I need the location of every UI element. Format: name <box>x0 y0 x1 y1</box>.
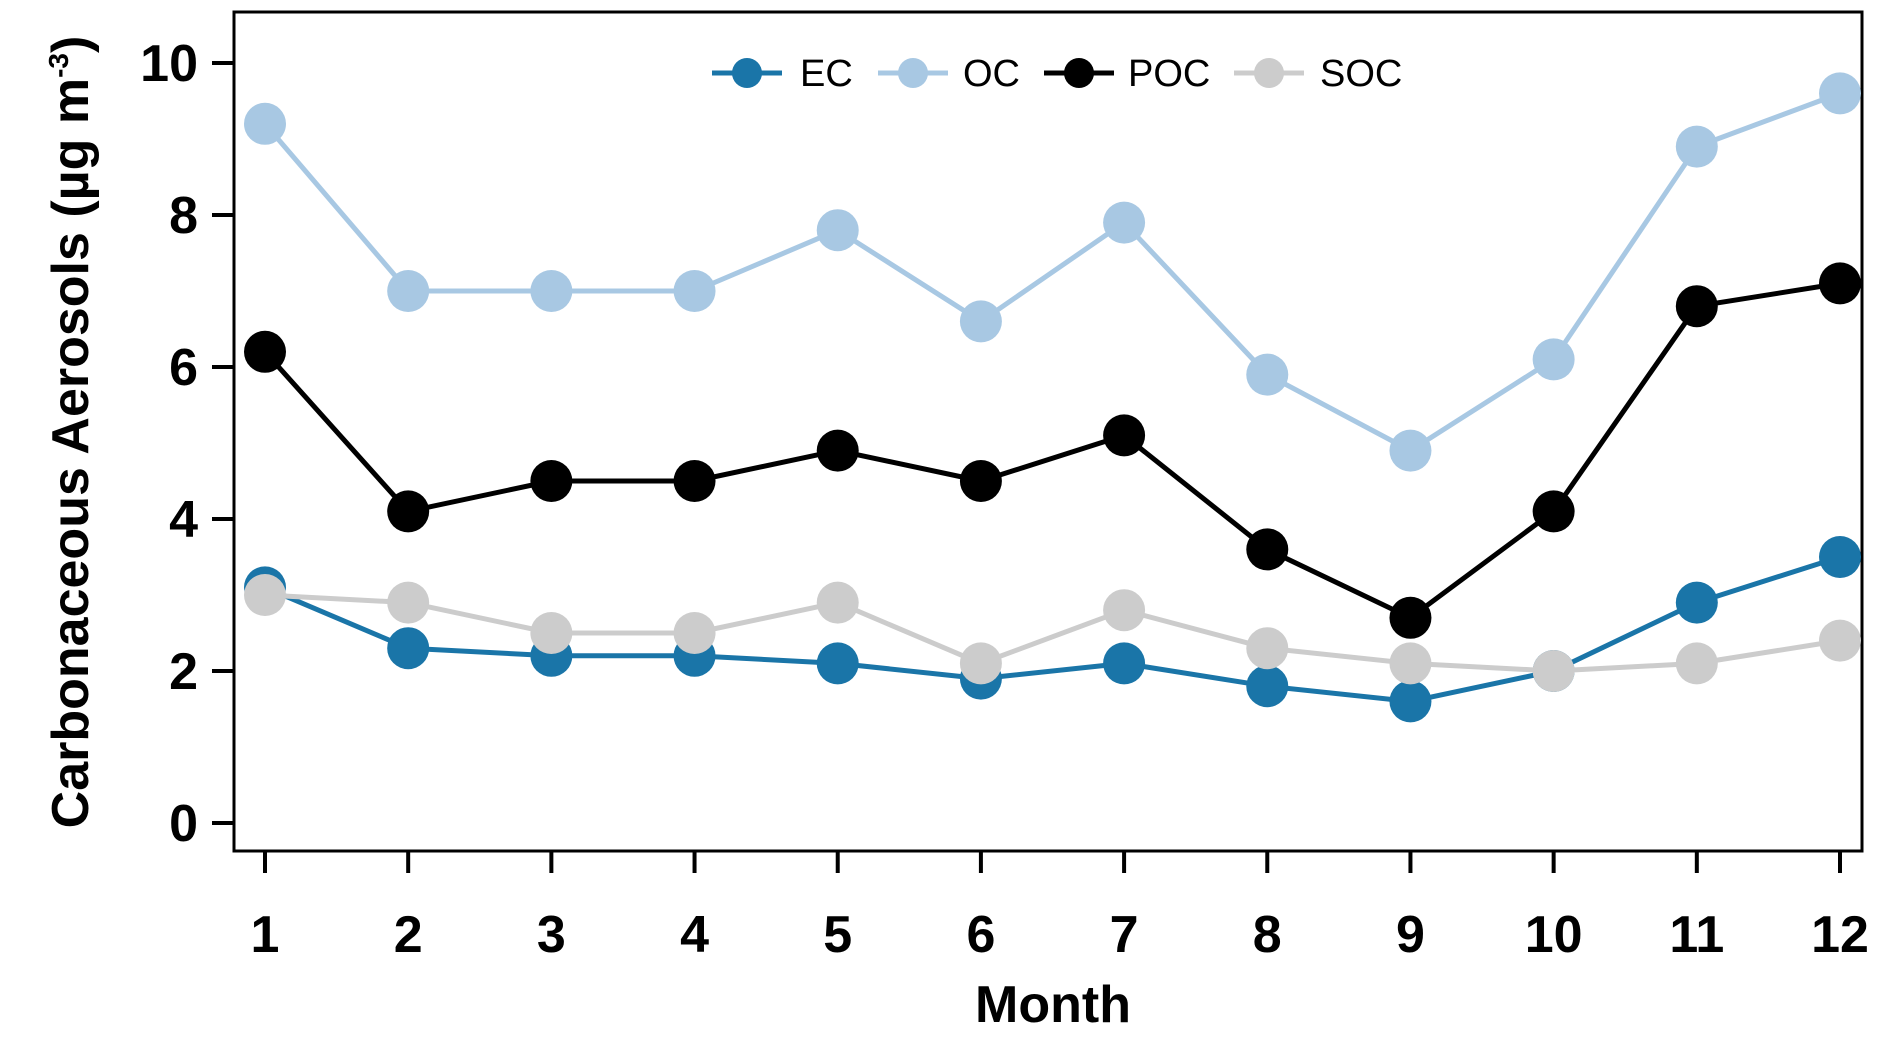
y-axis-title-group: Carbonaceous Aerosols (µg m-3) <box>42 36 100 829</box>
legend-item-poc: POC <box>1044 53 1210 95</box>
data-point-oc <box>959 300 1002 343</box>
data-point-poc <box>387 490 430 533</box>
series-line-oc <box>263 91 1841 454</box>
data-point-ec <box>816 642 859 685</box>
legend-label-ec: EC <box>800 53 853 95</box>
series-soc <box>244 574 1861 692</box>
x-tick-label: 1 <box>251 906 280 964</box>
data-point-poc <box>1532 490 1575 533</box>
data-point-poc <box>1103 414 1146 457</box>
data-point-ec <box>1103 642 1146 685</box>
y-axis-title-spacer <box>42 218 100 232</box>
y-axis-title-close: ) <box>42 36 100 53</box>
data-point-poc <box>959 460 1002 502</box>
data-point-ec <box>1246 665 1289 708</box>
data-point-ec <box>387 627 430 670</box>
data-point-soc <box>530 612 573 654</box>
x-tick-label: 8 <box>1253 906 1282 964</box>
data-point-oc <box>1675 125 1718 168</box>
data-point-soc <box>1819 619 1861 662</box>
legend-label-poc: POC <box>1128 53 1210 95</box>
data-point-oc <box>1389 429 1432 472</box>
y-axis-title-unit: (µg m <box>42 78 100 218</box>
y-tick-label: 6 <box>169 339 198 397</box>
data-point-soc <box>816 581 859 624</box>
x-tick-label: 4 <box>680 906 709 964</box>
data-point-ec <box>1819 536 1861 578</box>
legend-marker-oc <box>898 58 928 88</box>
data-point-oc <box>244 102 286 145</box>
data-point-poc <box>1389 596 1432 639</box>
series-line-poc <box>263 280 1841 621</box>
series-oc <box>244 72 1861 472</box>
y-tick-label: 4 <box>169 491 198 549</box>
data-point-soc <box>1246 627 1289 670</box>
legend-item-ec: EC <box>712 53 853 95</box>
x-tick-label: 3 <box>537 906 566 964</box>
data-point-poc <box>1675 285 1718 328</box>
legend-item-oc: OC <box>878 53 1020 95</box>
data-point-oc <box>530 270 573 312</box>
data-point-poc <box>816 429 859 472</box>
data-point-oc <box>1246 353 1289 396</box>
data-point-poc <box>673 460 716 502</box>
x-tick-label: 9 <box>1396 906 1425 964</box>
data-point-soc <box>1389 642 1432 685</box>
data-point-poc <box>1819 262 1861 305</box>
x-tick-label: 12 <box>1811 906 1869 964</box>
legend-marker-poc <box>1064 58 1094 88</box>
data-point-soc <box>673 612 716 654</box>
y-tick-label: 10 <box>140 35 198 93</box>
data-point-ec <box>1675 581 1718 624</box>
y-axis-title-main: Carbonaceous Aerosols <box>42 232 100 828</box>
data-point-oc <box>1532 338 1575 381</box>
data-point-oc <box>673 270 716 312</box>
data-point-soc <box>1675 642 1718 685</box>
data-point-ec <box>1389 680 1432 723</box>
y-tick-label: 2 <box>169 643 198 701</box>
data-point-soc <box>959 642 1002 685</box>
y-axis-title-exponent: -3 <box>43 53 74 78</box>
x-tick-label: 10 <box>1525 906 1583 964</box>
x-axis-title: Month <box>975 976 1131 1034</box>
legend-marker-soc <box>1254 58 1284 88</box>
y-tick-label: 0 <box>169 795 198 853</box>
x-tick-label: 7 <box>1110 906 1139 964</box>
x-tick-label: 6 <box>966 906 995 964</box>
y-axis-title: Carbonaceous Aerosols (µg m-3) <box>42 36 100 829</box>
data-point-poc <box>244 330 286 373</box>
x-tick-label: 11 <box>1669 906 1724 964</box>
plot-frame <box>232 10 1864 853</box>
series-line-soc <box>264 592 1841 674</box>
data-point-soc <box>387 581 430 624</box>
data-point-soc <box>244 574 286 616</box>
y-tick-label: 8 <box>169 187 198 245</box>
legend-label-soc: SOC <box>1320 53 1402 95</box>
data-point-oc <box>387 270 430 312</box>
data-point-soc <box>1532 650 1575 692</box>
data-point-soc <box>1103 589 1146 632</box>
series-line-ec <box>264 554 1841 704</box>
data-point-oc <box>816 209 859 252</box>
data-point-oc <box>1103 201 1146 244</box>
legend-marker-ec <box>732 58 762 88</box>
data-point-oc <box>1819 72 1861 115</box>
legend-label-oc: OC <box>963 53 1020 95</box>
legend-item-soc: SOC <box>1234 53 1402 95</box>
data-point-poc <box>1246 528 1289 571</box>
x-tick-label: 2 <box>394 906 423 964</box>
series-poc <box>244 262 1861 639</box>
x-tick-label: 5 <box>823 906 852 964</box>
data-point-poc <box>530 460 573 502</box>
